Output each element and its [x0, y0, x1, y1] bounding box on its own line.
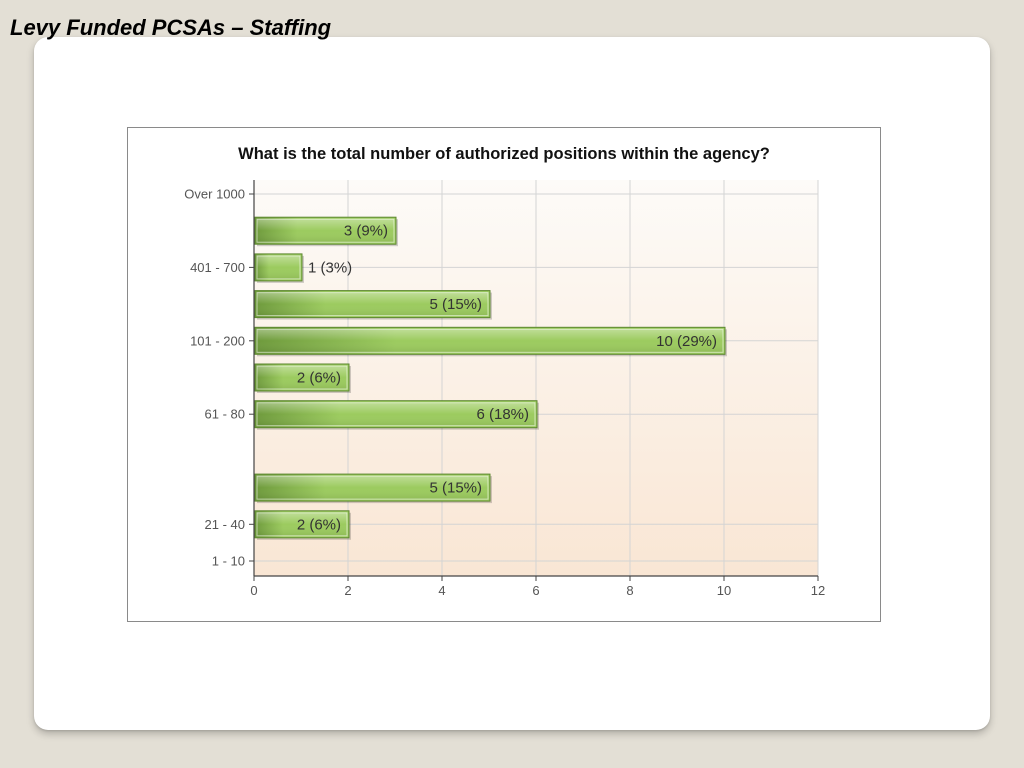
bar-value-label: 1 (3%)	[308, 259, 352, 276]
y-tick-label: 101 - 200	[190, 333, 245, 348]
bar-highlight	[256, 218, 395, 243]
bar-value-label: 6 (18%)	[476, 406, 529, 423]
chart-frame: What is the total number of authorized p…	[127, 127, 881, 622]
bar-highlight	[256, 402, 536, 427]
y-tick-label: Over 1000	[184, 187, 245, 202]
slide-title: Levy Funded PCSAs – Staffing	[10, 15, 332, 40]
x-tick-label: 10	[717, 583, 731, 598]
bar-highlight	[256, 255, 301, 280]
y-tick-label: 61 - 80	[205, 407, 245, 422]
bar-value-label: 2 (6%)	[297, 370, 341, 387]
y-tick-label: 21 - 40	[205, 517, 245, 532]
bar-highlight	[256, 475, 489, 500]
y-tick-label: 401 - 700	[190, 260, 245, 275]
y-tick-label: 1 - 10	[212, 554, 245, 569]
x-tick-label: 12	[811, 583, 825, 598]
bar-highlight	[256, 512, 348, 537]
bar-highlight	[256, 292, 489, 317]
x-tick-label: 0	[250, 583, 257, 598]
bar-value-label: 5 (15%)	[429, 296, 482, 313]
bar-value-label: 10 (29%)	[656, 333, 717, 350]
bar-value-label: 5 (15%)	[429, 480, 482, 497]
bar-highlight	[256, 365, 348, 390]
x-tick-label: 4	[438, 583, 445, 598]
bar-value-label: 2 (6%)	[297, 516, 341, 533]
bar-value-label: 3 (9%)	[344, 223, 388, 240]
bar-highlight	[256, 328, 724, 353]
x-tick-label: 8	[626, 583, 633, 598]
bar-chart: What is the total number of authorized p…	[184, 145, 825, 598]
x-tick-label: 2	[344, 583, 351, 598]
x-tick-label: 6	[532, 583, 539, 598]
chart-title: What is the total number of authorized p…	[238, 145, 770, 163]
